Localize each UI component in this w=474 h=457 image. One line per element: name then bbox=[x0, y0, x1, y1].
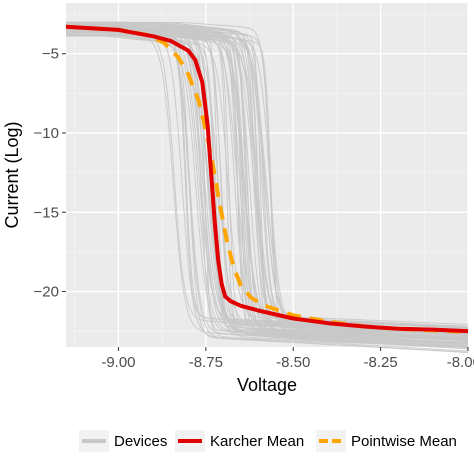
y-tick-label: −10 bbox=[34, 125, 59, 142]
x-tick-label: -9.00 bbox=[101, 354, 135, 371]
x-tick-label: -8.25 bbox=[364, 354, 398, 371]
device-curve bbox=[66, 23, 468, 348]
mean-curves bbox=[65, 24, 469, 334]
axis-ticks: -9.00 -8.75 -8.50 -8.25 -8.000 −5 −10 −15 −20 bbox=[34, 46, 474, 371]
device-curve bbox=[66, 24, 469, 346]
device-curve bbox=[66, 22, 469, 336]
y-axis-title: Current (Log) bbox=[2, 121, 22, 228]
plot-panel bbox=[66, 3, 468, 347]
pointwise-mean-line bbox=[65, 24, 469, 334]
legend-key-bg bbox=[316, 430, 346, 452]
y-tick-label: −20 bbox=[34, 284, 59, 301]
x-tick-label: -8.50 bbox=[276, 354, 310, 371]
y-tick-label: −5 bbox=[42, 46, 59, 63]
device-curve bbox=[66, 27, 469, 334]
device-curve bbox=[66, 34, 469, 328]
device-curve bbox=[66, 24, 468, 343]
x-tick-label: -8.000 bbox=[447, 354, 474, 371]
x-tick-label: -8.75 bbox=[189, 354, 223, 371]
y-tick-label: −15 bbox=[34, 204, 59, 221]
device-curve bbox=[66, 24, 469, 354]
legend-label: Devices bbox=[114, 433, 167, 450]
legend-label: Karcher Mean bbox=[210, 433, 304, 450]
x-axis-title: Voltage bbox=[237, 375, 297, 395]
legend: Devices Karcher Mean Pointwise Mean bbox=[79, 430, 457, 452]
karcher-mean-line bbox=[65, 24, 469, 334]
legend-label: Pointwise Mean bbox=[351, 433, 457, 450]
